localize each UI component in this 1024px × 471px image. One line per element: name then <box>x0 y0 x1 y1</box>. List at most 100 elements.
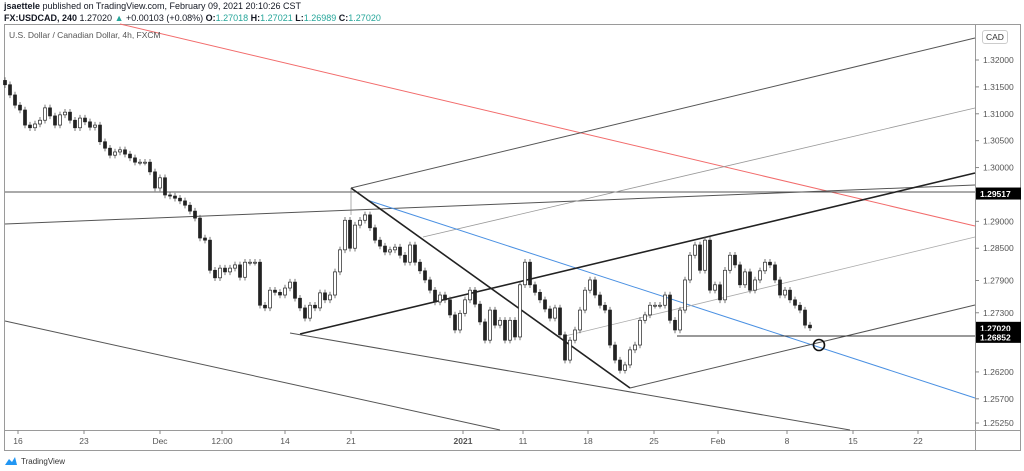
low-label: L: <box>295 13 304 23</box>
candle <box>758 267 762 284</box>
candle-body-down <box>538 291 542 301</box>
currency-badge[interactable]: CAD <box>982 30 1008 44</box>
candle-body-up <box>463 299 467 314</box>
candle <box>428 276 432 294</box>
candle-body-up <box>308 304 312 319</box>
candle <box>218 264 222 282</box>
candle <box>338 246 342 276</box>
date-tick-label: 25 <box>649 436 659 446</box>
candle <box>253 258 257 266</box>
candle-body-down <box>18 104 22 111</box>
candle-body-down <box>778 279 782 296</box>
candle-body-down <box>453 314 457 331</box>
candle-body-up <box>138 161 142 164</box>
candle-body-down <box>788 289 792 301</box>
candle-body-up <box>388 249 392 253</box>
candle-body-down <box>293 281 297 299</box>
trendline-drawings[interactable] <box>4 23 976 431</box>
candle <box>43 104 47 124</box>
candle <box>28 121 32 131</box>
candle-body-down <box>258 261 262 306</box>
candle-body-up <box>658 304 662 307</box>
candle-body-down <box>373 227 377 241</box>
candle <box>618 356 622 374</box>
candle-body-up <box>688 254 692 281</box>
candle-body-up <box>758 270 762 281</box>
candle-body-down <box>83 117 87 123</box>
candle-body-down <box>808 324 812 329</box>
pitchfork-median-line <box>564 236 976 337</box>
candle-body-up <box>243 261 247 278</box>
candle-body-down <box>478 303 482 323</box>
candle-body-down <box>123 149 127 155</box>
candle <box>713 281 717 294</box>
candle-body-up <box>683 279 687 311</box>
candle-body-down <box>168 194 172 197</box>
candle-body-down <box>383 245 387 253</box>
price-tick-label: 1.32000 <box>983 55 1014 65</box>
candle-body-down <box>68 111 72 121</box>
chart-subtitle: U.S. Dollar / Canadian Dollar, 4h, FXCM <box>9 30 161 40</box>
candle-body-up <box>568 339 572 361</box>
candle-body-up <box>253 261 257 264</box>
candle <box>258 258 262 309</box>
low-value: 1.26989 <box>303 13 337 23</box>
candle-body-up <box>268 289 272 309</box>
candle-body-up <box>573 329 577 341</box>
candle-body-down <box>598 294 602 306</box>
price-label-horizontal-line: 1.29517 <box>980 189 1011 199</box>
tradingview-logo[interactable]: TradingView <box>4 456 65 466</box>
candle-body-down <box>273 289 277 293</box>
candle-body-down <box>223 267 227 273</box>
price-axis[interactable]: 1.32000 1.31500 1.31000 1.30500 1.30000 1.290… <box>975 55 1021 428</box>
candle <box>48 104 52 120</box>
candle <box>133 154 137 166</box>
candle-body-down <box>238 264 242 278</box>
candle <box>693 241 697 259</box>
candle <box>358 217 362 229</box>
candle-body-up <box>158 177 162 189</box>
price-tick-label: 1.26200 <box>983 367 1014 377</box>
candle <box>213 267 217 282</box>
candle <box>323 289 327 304</box>
candle-body-up <box>588 279 592 291</box>
candle <box>553 304 557 322</box>
candle <box>728 251 732 274</box>
candle <box>233 261 237 272</box>
candle <box>268 286 272 312</box>
candle-body-down <box>153 171 157 189</box>
candle-body-down <box>543 299 547 310</box>
candle-body-up <box>468 289 472 301</box>
date-tick-label: 23 <box>79 436 89 446</box>
candle-body-down <box>193 210 197 219</box>
candle <box>283 284 287 299</box>
candle-body-up <box>783 289 787 296</box>
candle <box>493 306 497 329</box>
brand-label: TradingView <box>21 456 66 466</box>
candle <box>383 242 387 256</box>
price-label-horizontal-line: 1.26852 <box>980 332 1011 342</box>
time-axis[interactable]: 16 23 Dec 12:00 14 21 2021 11 18 25 Feb 8 15 22 <box>13 430 923 446</box>
candle-body-down <box>198 217 202 239</box>
candle <box>103 138 107 152</box>
candle <box>343 217 347 254</box>
candle-body-down <box>738 264 742 286</box>
candle-body-up <box>438 294 442 303</box>
date-tick-label: 8 <box>785 436 790 446</box>
candle <box>88 118 92 131</box>
author[interactable]: jsaettele <box>4 1 41 11</box>
candle-body-down <box>423 270 427 281</box>
chart-frame <box>4 24 1021 451</box>
candle <box>803 306 807 329</box>
candle <box>98 121 102 145</box>
candle-body-up <box>488 309 492 341</box>
candle <box>503 317 507 344</box>
candle-body-down <box>203 237 207 241</box>
candle <box>328 291 332 304</box>
candle <box>788 286 792 304</box>
candle-body-up <box>343 219 347 251</box>
candle-body-down <box>188 204 192 212</box>
close-label: C: <box>338 13 349 23</box>
candle <box>23 106 27 129</box>
